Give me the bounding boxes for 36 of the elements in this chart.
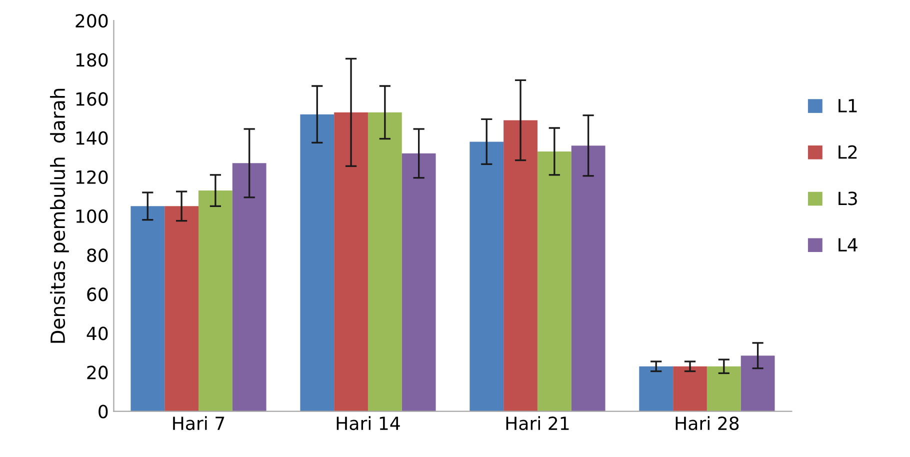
x-tick-label: Hari 28 bbox=[676, 416, 739, 430]
y-tick-label: 200 bbox=[76, 14, 108, 28]
y-tick-label: 60 bbox=[87, 288, 108, 302]
bar bbox=[300, 114, 334, 412]
bar bbox=[571, 146, 606, 412]
bar bbox=[130, 206, 165, 412]
bar bbox=[740, 356, 775, 412]
y-tick-label: 120 bbox=[76, 170, 108, 184]
bar bbox=[164, 206, 198, 412]
bar bbox=[537, 151, 572, 412]
bar bbox=[706, 366, 741, 412]
bar bbox=[402, 153, 436, 412]
y-axis-title: Densitas pembuluh darah bbox=[50, 88, 69, 343]
y-tick-label: 20 bbox=[87, 366, 108, 380]
bar bbox=[198, 190, 232, 412]
x-tick-label: Hari 21 bbox=[506, 416, 569, 430]
bar bbox=[334, 112, 368, 412]
y-tick-label: 100 bbox=[76, 209, 108, 224]
legend-label: L4 bbox=[838, 238, 858, 252]
y-tick-label: 40 bbox=[86, 326, 108, 340]
legend-label: L1 bbox=[838, 99, 857, 112]
y-tick-label: 80 bbox=[87, 248, 108, 262]
bar bbox=[368, 112, 402, 412]
bar bbox=[639, 366, 674, 412]
bar bbox=[673, 366, 707, 412]
legend-label: L2 bbox=[838, 145, 857, 159]
bar bbox=[232, 163, 266, 412]
y-tick-label: 0 bbox=[98, 404, 108, 418]
x-tick-label: Hari 14 bbox=[336, 416, 400, 430]
bar bbox=[470, 142, 504, 412]
legend-label: L3 bbox=[838, 192, 857, 206]
y-tick-label: 160 bbox=[76, 92, 108, 106]
y-tick-label: 140 bbox=[76, 131, 108, 145]
bar bbox=[504, 120, 538, 412]
x-tick-label: Hari 7 bbox=[173, 416, 224, 430]
y-tick-label: 180 bbox=[76, 53, 108, 67]
